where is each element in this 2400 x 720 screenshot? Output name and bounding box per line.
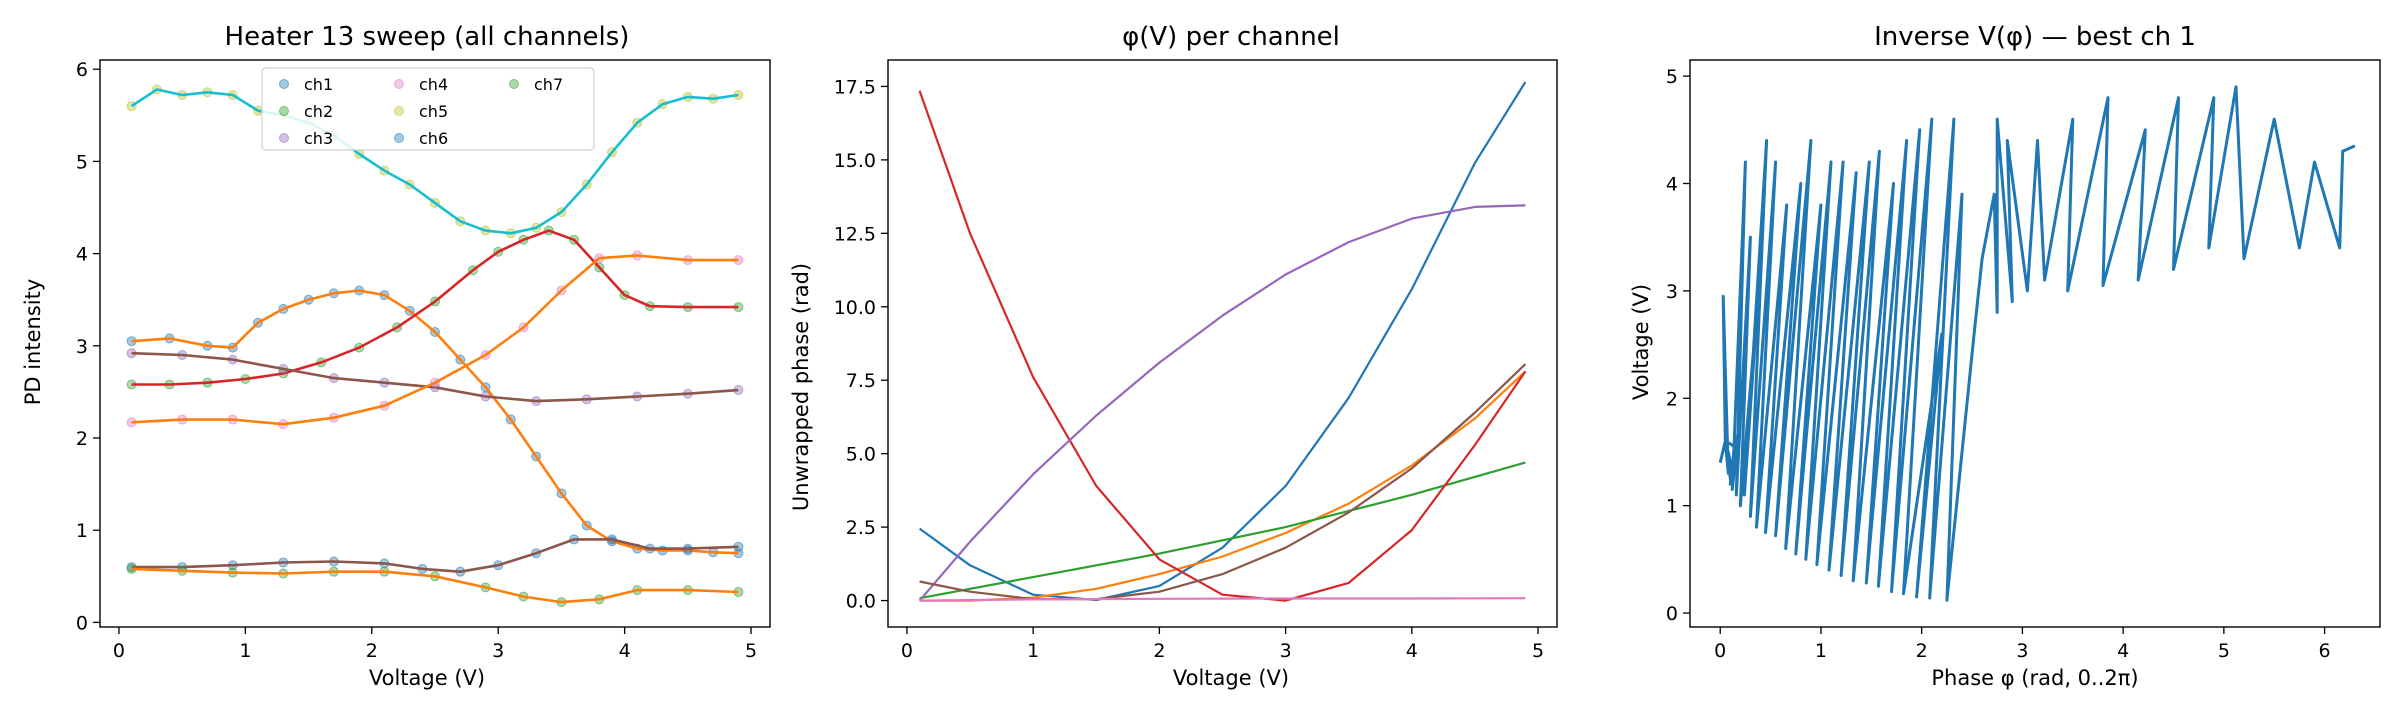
y-tick-label: 5 <box>1666 66 1678 88</box>
series-line-6 <box>919 597 1526 602</box>
x-tick-label: 3 <box>492 640 504 662</box>
x-tick-label: 2 <box>366 640 378 662</box>
legend: ch1 ch2 ch3 ch4 ch5 ch6 ch7 <box>261 67 595 151</box>
x-axis-label: Voltage (V) <box>1173 666 1289 690</box>
y-axis-label: PD intensity <box>21 279 45 406</box>
y-tick-label: 17.5 <box>834 76 876 98</box>
x-tick-label: 1 <box>239 640 251 662</box>
y-tick-label: 15.0 <box>834 150 876 172</box>
panel-title: Inverse V(φ) — best ch 1 <box>1874 22 2196 52</box>
y-tick-label: 1 <box>1666 496 1678 518</box>
y-axis-label: Voltage (V) <box>1629 284 1653 400</box>
y-axis-label: Unwrapped phase (rad) <box>789 263 813 511</box>
series-layer <box>918 81 1527 602</box>
y-tick-label: 2 <box>1666 388 1678 410</box>
x-tick-label: 4 <box>619 640 631 662</box>
x-tick-label: 0 <box>113 640 125 662</box>
y-tick-label: 5.0 <box>846 444 876 466</box>
series-layer <box>1718 85 2356 602</box>
x-tick-label: 4 <box>2117 640 2129 662</box>
fit-line-ch6 <box>131 538 739 573</box>
legend-box <box>261 67 595 151</box>
panel-title: Heater 13 sweep (all channels) <box>225 22 630 52</box>
series-line-2 <box>919 461 1526 600</box>
y-tick-label: 0 <box>1666 603 1678 625</box>
x-tick-label: 1 <box>1027 640 1039 662</box>
y-tick-label: 5 <box>76 151 88 173</box>
y-tick-label: 3 <box>1666 281 1678 303</box>
y-tick-label: 7.5 <box>846 370 876 392</box>
legend-label-ch2: ch2 <box>304 102 333 121</box>
series-line-3 <box>918 90 1527 602</box>
fit-line-ch3 <box>131 351 739 403</box>
axes-frame <box>1689 59 2381 628</box>
fit-line-ch7 <box>131 567 739 604</box>
legend-label-ch4: ch4 <box>419 75 448 94</box>
x-tick-label: 1 <box>1815 640 1827 662</box>
x-tick-label: 4 <box>1406 640 1418 662</box>
y-tick-label: 3 <box>76 336 88 358</box>
y-tick-label: 10.0 <box>834 297 876 319</box>
y-tick-label: 6 <box>76 59 88 81</box>
fit-line-ch2 <box>131 229 739 386</box>
legend-marker-ch2 <box>279 106 289 116</box>
x-tick-label: 6 <box>2319 640 2331 662</box>
panel-title: φ(V) per channel <box>1122 22 1340 52</box>
y-tick-label: 2.5 <box>846 517 876 539</box>
series-line-1 <box>919 370 1527 602</box>
panel-phase: φ(V) per channel Voltage (V) Unwrapped p… <box>789 22 1558 690</box>
panel-sweep: Heater 13 sweep (all channels) Voltage (… <box>21 22 771 690</box>
x-tick-label: 0 <box>901 640 913 662</box>
plot-area: 0 1 2 3 4 5 0.0 2.5 5.0 7.5 10.0 12.5 15.0 17.5 <box>834 59 1558 662</box>
series-line-0 <box>918 81 1527 602</box>
x-tick-label: 5 <box>745 640 757 662</box>
legend-marker-ch5 <box>394 106 404 116</box>
axes-frame <box>99 59 771 628</box>
y-tick-label: 4 <box>76 244 88 266</box>
y-tick-label: 4 <box>1666 173 1678 195</box>
legend-marker-ch6 <box>394 133 404 143</box>
y-tick-label: 1 <box>76 520 88 542</box>
x-tick-label: 0 <box>1714 640 1726 662</box>
plot-area: 0 1 2 3 4 5 0 1 2 3 4 5 6 ch1 ch2 ch3 ch4 ch5 ch6 ch7 <box>76 59 771 662</box>
plot-area: 0 1 2 3 4 5 6 0 1 2 3 4 5 <box>1666 59 2381 662</box>
x-tick-label: 5 <box>1532 640 1544 662</box>
y-tick-label: 12.5 <box>834 223 876 245</box>
x-tick-label: 5 <box>2218 640 2230 662</box>
legend-label-ch3: ch3 <box>304 129 333 148</box>
panel-inverse: Inverse V(φ) — best ch 1 Phase φ (rad, 0… <box>1629 22 2381 690</box>
x-tick-label: 3 <box>1280 640 1292 662</box>
fit-line-ch4 <box>131 254 739 426</box>
x-axis-label: Phase φ (rad, 0..2π) <box>1931 666 2138 690</box>
fit-line-ch1 <box>131 289 739 555</box>
y-tick-label: 2 <box>76 428 88 450</box>
x-axis-label: Voltage (V) <box>369 666 485 690</box>
y-tick-label: 0 <box>76 612 88 634</box>
x-tick-label: 2 <box>1153 640 1165 662</box>
legend-marker-ch3 <box>279 133 289 143</box>
series-line-5 <box>919 363 1527 601</box>
x-tick-label: 2 <box>1916 640 1928 662</box>
axes-frame <box>887 59 1558 628</box>
legend-label-ch6: ch6 <box>419 129 448 148</box>
x-tick-label: 3 <box>2016 640 2028 662</box>
fit-line-ch5 <box>130 88 739 235</box>
legend-label-ch7: ch7 <box>534 75 563 94</box>
legend-marker-ch1 <box>279 79 289 89</box>
legend-label-ch1: ch1 <box>304 75 333 94</box>
legend-marker-ch7 <box>509 79 519 89</box>
series-layer <box>126 84 744 608</box>
series-line-4 <box>918 204 1526 602</box>
legend-label-ch5: ch5 <box>419 102 448 121</box>
series-line-0 <box>1718 85 2356 602</box>
legend-marker-ch4 <box>394 79 404 89</box>
y-tick-label: 0.0 <box>846 591 876 613</box>
